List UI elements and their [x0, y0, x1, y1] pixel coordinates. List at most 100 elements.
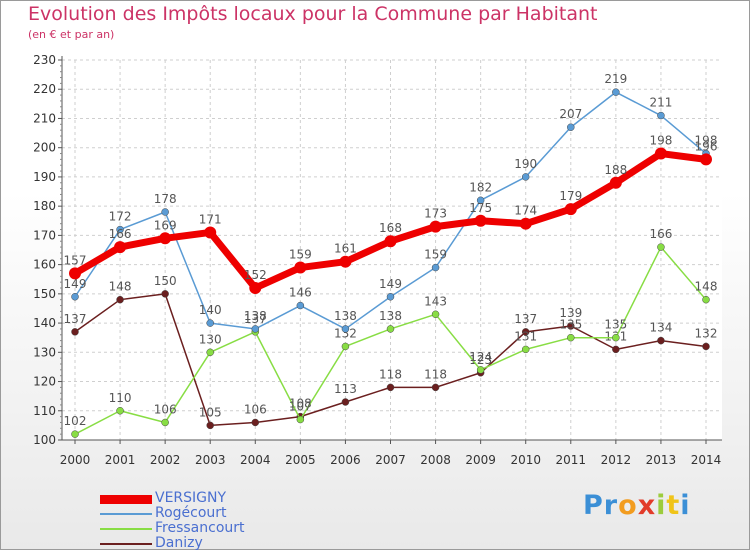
x-tick-label: 2011	[556, 453, 587, 467]
data-label: 139	[559, 306, 582, 320]
data-point	[431, 263, 440, 272]
data-label: 135	[604, 318, 627, 332]
data-point	[476, 196, 485, 205]
data-label: 178	[154, 192, 177, 206]
data-point	[657, 243, 665, 251]
data-point	[161, 418, 169, 427]
data-label: 166	[649, 227, 672, 241]
y-tick-label: 120	[33, 375, 56, 389]
data-label: 188	[604, 163, 627, 177]
data-point	[521, 173, 530, 181]
x-tick-label: 2012	[601, 453, 632, 467]
x-tick-label: 2003	[195, 453, 226, 467]
data-point	[204, 226, 217, 239]
y-tick-label: 110	[33, 404, 56, 418]
data-label: 132	[334, 326, 357, 340]
logo-letter: t	[666, 490, 681, 521]
y-tick-label: 200	[33, 141, 56, 155]
data-point	[609, 176, 622, 189]
data-label: 198	[649, 134, 672, 148]
data-label: 179	[559, 189, 582, 203]
chart-title: Evolution des Impôts locaux pour la Comm…	[28, 3, 598, 25]
x-tick-label: 2000	[60, 453, 91, 467]
y-tick-label: 220	[33, 82, 56, 96]
data-label: 106	[244, 402, 267, 416]
data-point	[386, 293, 395, 301]
legend-label: VERSIGNY	[155, 490, 227, 506]
y-tick-label: 100	[33, 433, 56, 447]
data-label: 171	[199, 212, 222, 226]
data-label: 148	[109, 280, 132, 294]
logo-letter: o	[618, 490, 638, 521]
legend-swatch	[100, 494, 152, 504]
x-tick-label: 2004	[240, 453, 271, 467]
data-label: 182	[469, 180, 492, 194]
data-point	[567, 123, 575, 131]
data-label: 137	[244, 312, 267, 326]
data-label: 106	[154, 402, 177, 416]
data-point	[521, 345, 530, 354]
logo-letter: r	[603, 490, 619, 521]
data-label: 190	[514, 157, 537, 171]
data-label: 152	[244, 268, 267, 282]
data-label: 130	[199, 332, 222, 346]
data-label: 105	[199, 405, 222, 419]
data-label: 157	[64, 253, 87, 267]
data-point	[700, 153, 712, 166]
data-label: 110	[109, 391, 132, 405]
data-label: 107	[289, 400, 312, 414]
data-point	[476, 366, 485, 374]
y-tick-label: 190	[33, 170, 56, 184]
data-label: 150	[154, 274, 177, 288]
data-point	[657, 111, 665, 120]
proxiti-logo: Proxiti	[583, 490, 691, 521]
data-point	[116, 407, 124, 415]
data-label: 113	[334, 382, 357, 396]
data-point	[294, 261, 307, 274]
data-label: 138	[244, 309, 267, 323]
data-label: 131	[514, 329, 537, 343]
data-label: 148	[695, 280, 718, 294]
data-point	[159, 232, 172, 245]
logo-letter: x	[637, 490, 657, 521]
y-tick-label: 130	[33, 345, 56, 359]
data-point	[474, 214, 487, 227]
data-point	[386, 325, 395, 333]
data-point	[654, 147, 667, 160]
data-label: 211	[649, 96, 672, 110]
x-tick-label: 2010	[510, 453, 541, 467]
data-point	[431, 383, 440, 392]
legend-swatch	[100, 528, 152, 530]
data-label: 118	[379, 367, 402, 381]
data-label: 146	[289, 286, 312, 300]
data-point	[429, 220, 442, 233]
data-label: 159	[289, 248, 312, 262]
data-label: 138	[379, 309, 402, 323]
y-tick-label: 210	[33, 111, 56, 125]
data-point	[161, 208, 169, 216]
data-point	[71, 328, 79, 336]
data-point	[612, 333, 620, 342]
x-tick-label: 2001	[105, 453, 136, 467]
data-point	[341, 342, 350, 351]
data-label: 149	[64, 277, 87, 291]
legend-label: Rogécourt	[155, 505, 227, 521]
x-tick-label: 2013	[646, 453, 677, 467]
data-label: 118	[424, 367, 447, 381]
data-point	[251, 418, 260, 427]
legend-label: Fressancourt	[155, 520, 245, 536]
logo-letter: i	[656, 490, 667, 521]
data-point	[612, 88, 620, 96]
data-point	[206, 348, 214, 357]
data-label: 102	[64, 414, 87, 428]
data-label: 166	[109, 227, 132, 241]
data-point	[116, 295, 124, 304]
legend-swatch	[100, 543, 152, 545]
data-point	[161, 290, 169, 298]
data-label: 159	[424, 248, 447, 262]
data-label: 132	[695, 326, 718, 340]
data-label: 140	[199, 303, 222, 317]
data-point	[296, 301, 305, 310]
x-tick-label: 2014	[691, 453, 722, 467]
